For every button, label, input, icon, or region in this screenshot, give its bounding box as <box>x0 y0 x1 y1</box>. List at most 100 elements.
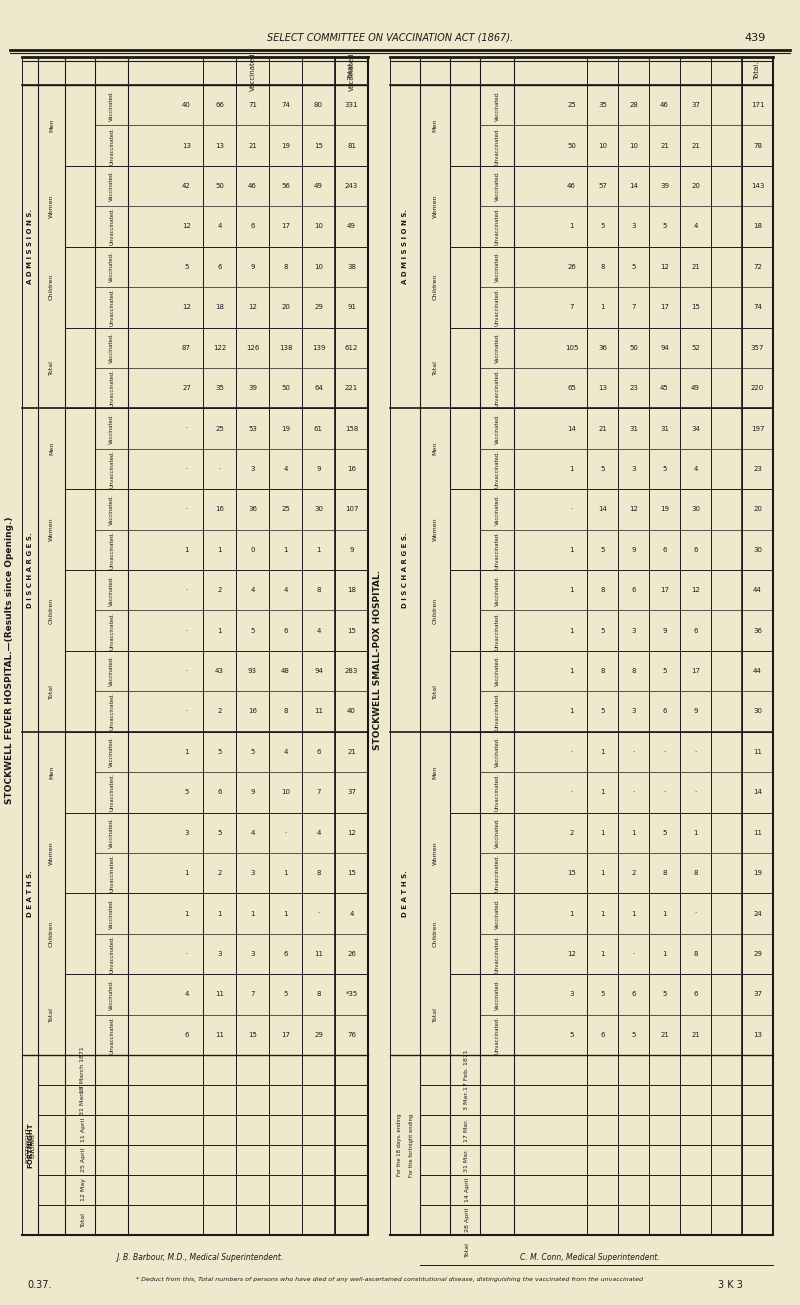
Text: Total: Total <box>433 360 438 376</box>
Text: 1: 1 <box>218 547 222 553</box>
Text: Vaccinated.: Vaccinated. <box>494 252 499 282</box>
Text: 57: 57 <box>598 183 607 189</box>
Text: FORTNIGHT: FORTNIGHT <box>27 1122 33 1168</box>
Text: 8: 8 <box>600 587 605 594</box>
Text: 7: 7 <box>570 304 574 311</box>
Text: 2: 2 <box>218 870 222 876</box>
Text: 2: 2 <box>218 709 222 714</box>
Text: Vaccinated.: Vaccinated. <box>109 252 114 282</box>
Text: 1: 1 <box>570 466 574 472</box>
Text: 6: 6 <box>316 749 321 754</box>
Text: Vaccinated.: Vaccinated. <box>494 171 499 201</box>
Text: 6: 6 <box>250 223 254 230</box>
Text: 1: 1 <box>250 911 254 916</box>
Text: 6: 6 <box>184 1032 189 1037</box>
Text: Women: Women <box>49 842 54 865</box>
Text: Unvaccinated.: Unvaccinated. <box>109 612 114 650</box>
Text: 40: 40 <box>347 709 356 714</box>
Text: Children: Children <box>433 598 438 624</box>
Text: 107: 107 <box>345 506 358 513</box>
Text: 5: 5 <box>570 1032 574 1037</box>
Text: 18: 18 <box>215 304 224 311</box>
Text: 80: 80 <box>314 102 323 108</box>
Text: 5: 5 <box>662 466 666 472</box>
Text: 44: 44 <box>753 587 762 594</box>
Text: 4: 4 <box>694 466 698 472</box>
Bar <box>390 57 773 1235</box>
Text: 10: 10 <box>314 223 323 230</box>
Text: 13: 13 <box>598 385 607 392</box>
Text: 21: 21 <box>691 264 700 270</box>
Text: 3: 3 <box>631 709 636 714</box>
Text: 94: 94 <box>660 345 669 351</box>
Text: Unvaccinated.: Unvaccinated. <box>494 531 499 569</box>
Text: Men: Men <box>49 119 54 132</box>
Text: 29: 29 <box>314 1032 323 1037</box>
Text: 3: 3 <box>250 466 254 472</box>
Text: ·: · <box>570 749 573 754</box>
Text: 15: 15 <box>248 1032 257 1037</box>
Text: Vaccinated.: Vaccinated. <box>494 736 499 767</box>
Text: 9: 9 <box>631 547 636 553</box>
Text: 138: 138 <box>278 345 292 351</box>
Text: 31 March: 31 March <box>81 1086 86 1114</box>
Text: 6: 6 <box>600 1032 605 1037</box>
Text: 16: 16 <box>347 466 356 472</box>
Text: 5: 5 <box>662 992 666 997</box>
Text: 8: 8 <box>316 587 321 594</box>
Text: 1: 1 <box>600 749 605 754</box>
Text: 28 April: 28 April <box>465 1208 470 1232</box>
Text: Unvaccinated.: Unvaccinated. <box>109 855 114 893</box>
Text: 52: 52 <box>691 345 700 351</box>
Text: 7: 7 <box>250 992 254 997</box>
Text: 6: 6 <box>631 587 636 594</box>
Text: 15: 15 <box>567 870 576 876</box>
Text: 65: 65 <box>567 385 576 392</box>
Text: 3: 3 <box>218 951 222 957</box>
Text: Unvaccinated.: Unvaccinated. <box>494 612 499 650</box>
Text: 12: 12 <box>248 304 257 311</box>
Text: Vaccinated.: Vaccinated. <box>250 51 255 91</box>
Text: 10: 10 <box>314 264 323 270</box>
Text: Women: Women <box>433 194 438 218</box>
Text: 197: 197 <box>750 425 764 432</box>
Text: 1: 1 <box>283 911 288 916</box>
Text: 29: 29 <box>314 304 323 311</box>
Text: Unvaccinated.: Unvaccinated. <box>494 774 499 812</box>
Text: Vaccinated.: Vaccinated. <box>349 51 354 91</box>
Text: Children: Children <box>433 920 438 947</box>
Text: Vaccinated.: Vaccinated. <box>494 655 499 686</box>
Text: 8: 8 <box>600 264 605 270</box>
Text: 357: 357 <box>751 345 764 351</box>
Text: ·: · <box>186 951 188 957</box>
Text: 29: 29 <box>753 951 762 957</box>
Text: 23: 23 <box>753 466 762 472</box>
Text: 17: 17 <box>281 223 290 230</box>
Text: 17: 17 <box>660 304 669 311</box>
Text: 3: 3 <box>631 628 636 634</box>
Text: 1: 1 <box>662 911 666 916</box>
Text: 8: 8 <box>283 709 288 714</box>
Text: 171: 171 <box>750 102 764 108</box>
Text: 11: 11 <box>314 951 323 957</box>
Text: 12: 12 <box>629 506 638 513</box>
Text: 30: 30 <box>753 547 762 553</box>
Text: 19: 19 <box>660 506 669 513</box>
Text: 612: 612 <box>345 345 358 351</box>
Text: 71: 71 <box>248 102 257 108</box>
Text: 14 April: 14 April <box>465 1178 470 1202</box>
Text: 11: 11 <box>314 709 323 714</box>
Text: Women: Women <box>433 842 438 865</box>
Text: 13: 13 <box>753 1032 762 1037</box>
Text: 35: 35 <box>215 385 224 392</box>
Text: 10: 10 <box>629 142 638 149</box>
Text: 3 Mar.: 3 Mar. <box>465 1091 470 1109</box>
Text: Vaccinated.: Vaccinated. <box>109 817 114 848</box>
Text: 31 Mar.: 31 Mar. <box>465 1148 470 1172</box>
Text: 1: 1 <box>570 709 574 714</box>
Text: 6: 6 <box>631 992 636 997</box>
Text: 11: 11 <box>753 749 762 754</box>
Text: Vaccinated.: Vaccinated. <box>109 495 114 525</box>
Text: Total: Total <box>433 1007 438 1022</box>
Text: 11: 11 <box>215 1032 224 1037</box>
